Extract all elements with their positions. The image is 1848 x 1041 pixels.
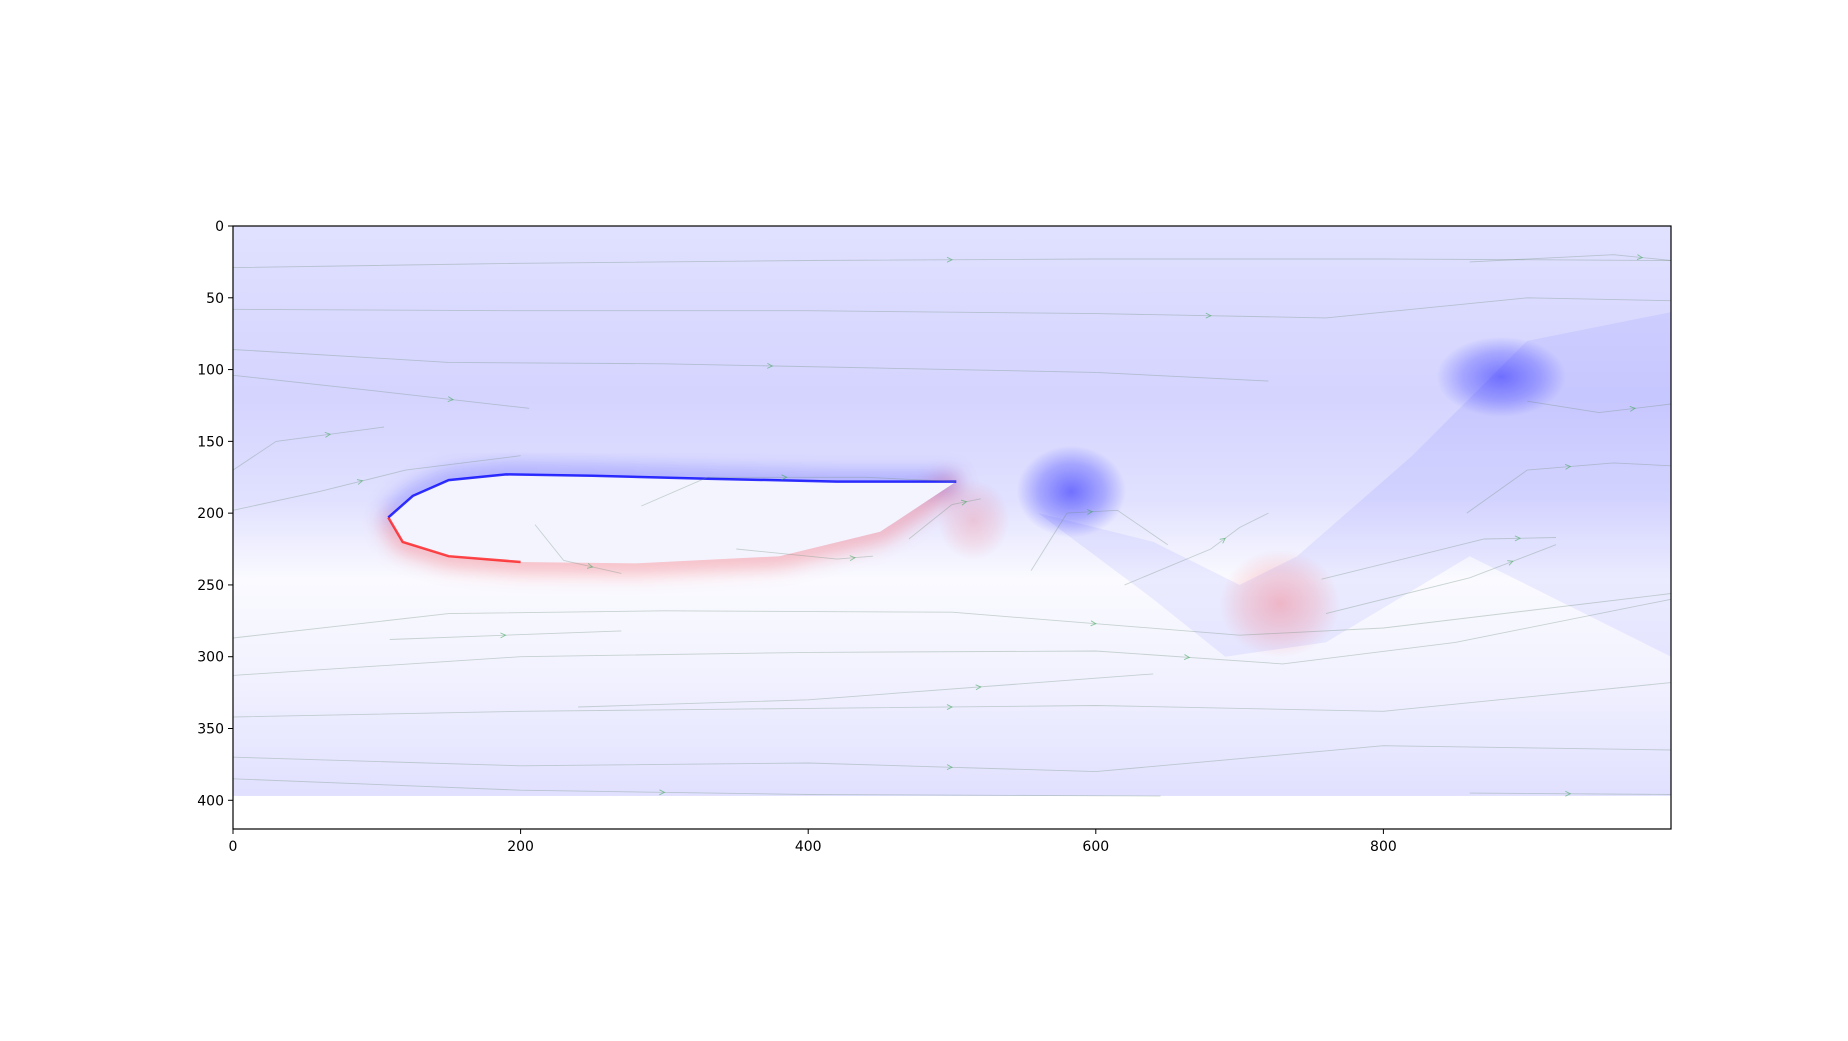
streamline-arrow (946, 704, 954, 710)
streamline-arrow (1564, 464, 1572, 470)
streamline-arrow (1205, 312, 1212, 319)
streamline-arrow (849, 555, 856, 561)
positive-vortex (1219, 549, 1341, 659)
x-tick-label: 600 (1082, 839, 1109, 855)
y-tick-label: 50 (206, 291, 224, 307)
streamline (1325, 544, 1557, 615)
streamline (1321, 537, 1557, 580)
streamline-arrow (960, 499, 968, 506)
streamline-arrow (767, 363, 774, 369)
streamline (232, 426, 385, 471)
x-tick-label: 400 (795, 839, 822, 855)
axes-frame (232, 225, 1672, 830)
streamline-arrow (1090, 620, 1097, 627)
streamline-arrow (1086, 509, 1094, 515)
x-axis-ticks: 0 200 400 600 800 (229, 829, 1397, 855)
streamline (232, 297, 1672, 319)
vorticity-field (233, 226, 1671, 796)
streamline-arrow (586, 563, 594, 569)
streamline-arrow (1565, 790, 1572, 797)
plot-axes: 0 200 400 600 800 0 50 100 150 200 250 300 350 400 (197, 219, 1672, 855)
y-tick-label: 250 (197, 578, 224, 594)
streamline-arrow (1183, 654, 1191, 660)
y-tick-label: 300 (197, 650, 224, 666)
streamline-arrow (324, 431, 332, 438)
streamline-arrow (946, 764, 954, 771)
streamline-arrow (1514, 535, 1522, 542)
streamline (736, 548, 873, 560)
streamline-arrow (975, 684, 982, 691)
upper-surface-edge (387, 473, 957, 519)
streamline (908, 498, 981, 540)
airfoil-body (380, 467, 962, 573)
streamlines (232, 254, 1672, 797)
y-tick-label: 400 (197, 793, 224, 809)
y-tick-label: 200 (197, 506, 224, 522)
y-axis-ticks: 0 50 100 150 200 250 300 350 400 (197, 219, 233, 809)
x-tick-label: 800 (1370, 839, 1397, 855)
streamline-arrow (1219, 537, 1227, 544)
streamline-arrow (447, 396, 454, 403)
streamline-arrow (1629, 405, 1636, 412)
streamline (1469, 254, 1672, 263)
streamline-arrow (1507, 560, 1514, 566)
streamline-arrow (946, 256, 954, 263)
airfoil-interior (388, 474, 957, 564)
streamline (578, 673, 1154, 708)
negative-vortex (1016, 445, 1126, 538)
y-tick-label: 350 (197, 722, 224, 738)
y-tick-label: 150 (197, 434, 224, 450)
streamline (1527, 400, 1672, 414)
lower-surface-edge (387, 516, 521, 564)
streamline (232, 374, 530, 409)
streamline-arrow (356, 479, 364, 485)
y-tick-label: 0 (215, 219, 224, 235)
x-tick-label: 200 (507, 839, 534, 855)
streamline-arrow (500, 632, 507, 639)
streamline (534, 524, 622, 574)
streamline-arrow (781, 474, 788, 481)
streamline-arrow (659, 789, 666, 796)
negative-vortex (1436, 336, 1567, 417)
streamline-arrow (1636, 254, 1644, 261)
positive-vortex (937, 480, 1010, 561)
y-tick-label: 100 (197, 363, 224, 379)
streamline (232, 598, 1672, 676)
streamline (232, 593, 1672, 639)
x-tick-label: 0 (229, 839, 238, 855)
